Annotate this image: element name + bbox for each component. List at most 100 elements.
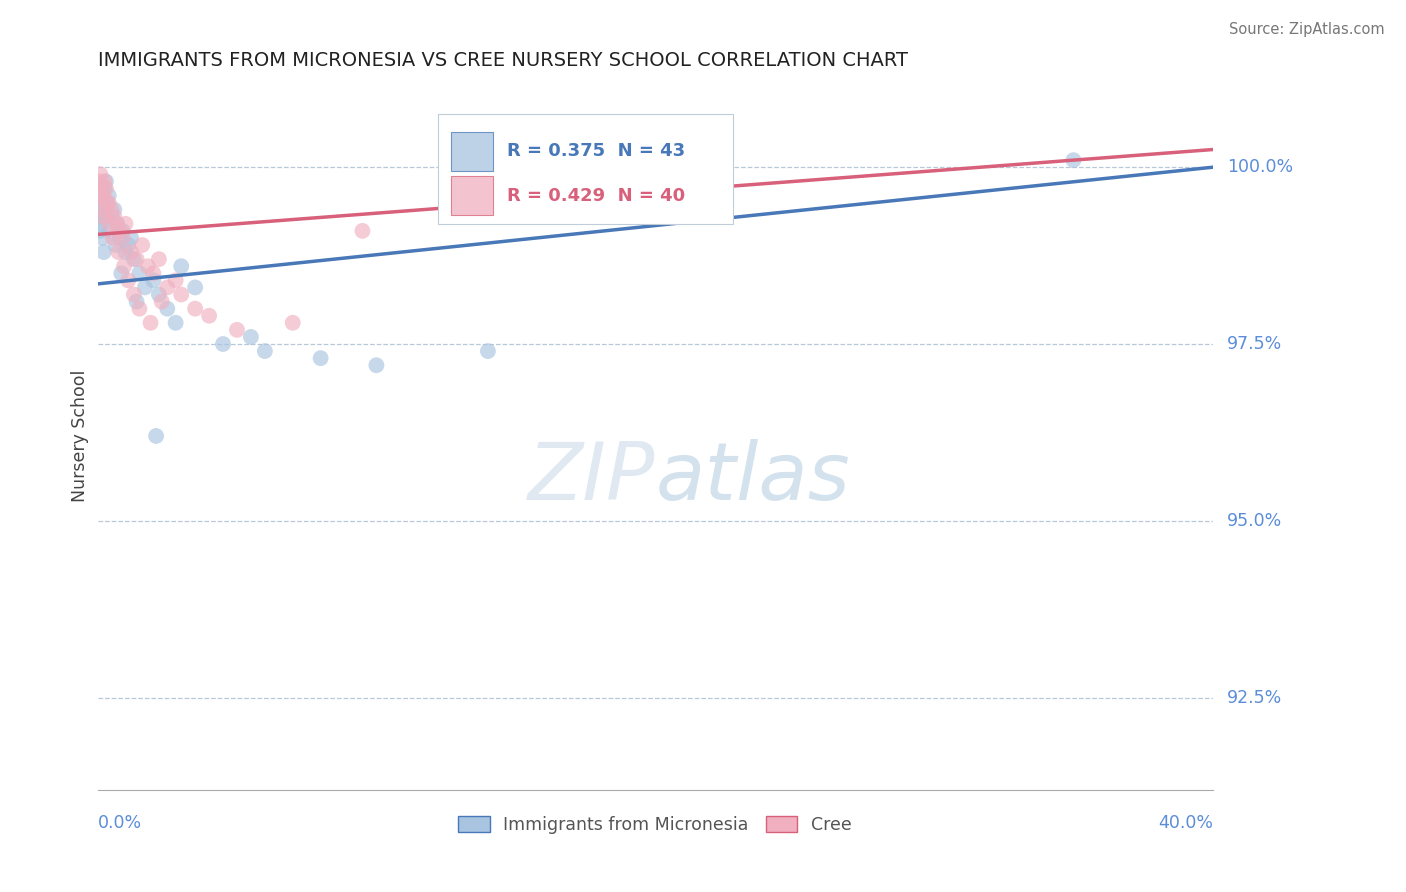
Point bbox=[117, 238, 139, 252]
Point bbox=[156, 301, 179, 316]
Point bbox=[93, 181, 115, 195]
Point bbox=[148, 287, 170, 301]
Legend: Immigrants from Micronesia, Cree: Immigrants from Micronesia, Cree bbox=[458, 815, 852, 834]
Point bbox=[111, 224, 134, 238]
Point bbox=[105, 217, 128, 231]
Text: 95.0%: 95.0% bbox=[1227, 512, 1282, 530]
Point bbox=[156, 280, 179, 294]
Point bbox=[120, 231, 142, 245]
Point bbox=[184, 280, 207, 294]
Point bbox=[89, 167, 111, 181]
Point bbox=[1062, 153, 1084, 168]
Point bbox=[226, 323, 249, 337]
Point bbox=[94, 181, 117, 195]
Point bbox=[136, 259, 159, 273]
Point bbox=[117, 273, 139, 287]
Text: Source: ZipAtlas.com: Source: ZipAtlas.com bbox=[1229, 22, 1385, 37]
Point bbox=[94, 174, 117, 188]
Point bbox=[111, 231, 134, 245]
Point bbox=[281, 316, 304, 330]
Point bbox=[139, 316, 162, 330]
Point bbox=[89, 188, 111, 202]
Point bbox=[93, 245, 115, 260]
Point bbox=[108, 231, 131, 245]
Point bbox=[100, 202, 122, 217]
Point bbox=[352, 224, 374, 238]
Point bbox=[184, 301, 207, 316]
Point bbox=[239, 330, 262, 344]
Point bbox=[98, 217, 121, 231]
Point bbox=[114, 217, 136, 231]
Point bbox=[128, 266, 150, 280]
Point bbox=[134, 280, 156, 294]
Point bbox=[87, 174, 110, 188]
Text: R = 0.429  N = 40: R = 0.429 N = 40 bbox=[508, 186, 685, 204]
Point bbox=[93, 210, 115, 224]
Point bbox=[107, 245, 129, 260]
Point bbox=[170, 259, 193, 273]
Point bbox=[90, 217, 112, 231]
FancyBboxPatch shape bbox=[451, 132, 494, 170]
Point bbox=[104, 238, 127, 252]
Point bbox=[90, 181, 112, 195]
Point bbox=[122, 252, 145, 267]
Point bbox=[94, 210, 117, 224]
Point bbox=[122, 287, 145, 301]
Point bbox=[97, 188, 120, 202]
Point bbox=[96, 195, 118, 210]
Text: 97.5%: 97.5% bbox=[1227, 335, 1282, 353]
Point bbox=[90, 195, 112, 210]
Point bbox=[103, 202, 125, 217]
Point bbox=[103, 210, 125, 224]
Point bbox=[108, 224, 131, 238]
Point bbox=[165, 316, 187, 330]
Text: atlas: atlas bbox=[655, 440, 851, 517]
Text: IMMIGRANTS FROM MICRONESIA VS CREE NURSERY SCHOOL CORRELATION CHART: IMMIGRANTS FROM MICRONESIA VS CREE NURSE… bbox=[97, 51, 908, 70]
Point bbox=[125, 294, 148, 309]
Point bbox=[145, 429, 167, 443]
Point bbox=[110, 266, 132, 280]
Point bbox=[87, 210, 110, 224]
Point bbox=[112, 259, 135, 273]
Point bbox=[477, 344, 499, 359]
Point bbox=[101, 231, 124, 245]
Point bbox=[142, 273, 165, 287]
Point bbox=[91, 202, 114, 217]
Text: 92.5%: 92.5% bbox=[1227, 689, 1282, 706]
Point bbox=[212, 337, 235, 351]
FancyBboxPatch shape bbox=[437, 114, 734, 224]
Point bbox=[120, 245, 142, 260]
Point bbox=[90, 188, 112, 202]
Text: ZIP: ZIP bbox=[527, 440, 655, 517]
Point bbox=[91, 202, 114, 217]
Point bbox=[98, 224, 121, 238]
Point bbox=[309, 351, 332, 366]
Point bbox=[198, 309, 221, 323]
Point bbox=[128, 301, 150, 316]
Point bbox=[114, 245, 136, 260]
Point bbox=[91, 231, 114, 245]
Point bbox=[165, 273, 187, 287]
Point bbox=[150, 294, 173, 309]
Point bbox=[105, 217, 128, 231]
Text: 40.0%: 40.0% bbox=[1157, 814, 1213, 832]
Point bbox=[89, 224, 111, 238]
Point bbox=[170, 287, 193, 301]
Point bbox=[93, 174, 115, 188]
Text: 0.0%: 0.0% bbox=[97, 814, 142, 832]
Point bbox=[148, 252, 170, 267]
Text: 100.0%: 100.0% bbox=[1227, 158, 1294, 177]
Point bbox=[125, 252, 148, 267]
Point bbox=[91, 188, 114, 202]
Text: R = 0.375  N = 43: R = 0.375 N = 43 bbox=[508, 142, 685, 160]
Point bbox=[100, 210, 122, 224]
Point bbox=[366, 358, 388, 372]
Point bbox=[253, 344, 276, 359]
Point bbox=[700, 160, 723, 174]
Point bbox=[96, 195, 118, 210]
Point bbox=[142, 266, 165, 280]
Y-axis label: Nursery School: Nursery School bbox=[72, 370, 89, 502]
Point bbox=[131, 238, 153, 252]
Point bbox=[97, 195, 120, 210]
FancyBboxPatch shape bbox=[451, 177, 494, 215]
